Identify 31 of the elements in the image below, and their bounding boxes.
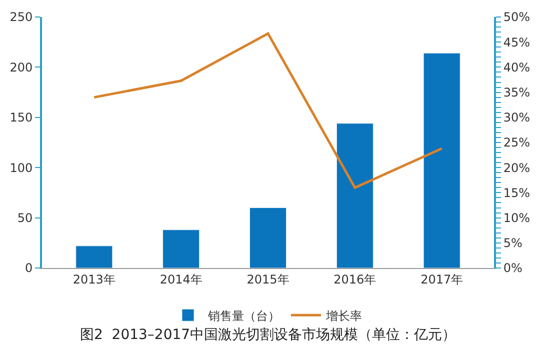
legend-label: 销售量（台） xyxy=(207,308,280,323)
line-series xyxy=(92,32,444,189)
x-tick-label: 2014年 xyxy=(160,272,202,286)
y2-tick-label: 10% xyxy=(503,211,530,225)
bar xyxy=(76,246,113,268)
y-tick-label: 100 xyxy=(10,160,33,175)
y2-tick-label: 20% xyxy=(503,160,530,175)
y2-tick-label: 30% xyxy=(503,110,530,125)
y2-tick-label: 25% xyxy=(503,136,530,150)
y2-tick-label: 15% xyxy=(503,186,530,200)
y2-tick-label: 45% xyxy=(503,35,530,50)
bar xyxy=(250,208,286,268)
y-tick-label: 50 xyxy=(17,211,33,225)
y-tick-label: 0 xyxy=(24,261,33,276)
y2-tick-label: 50% xyxy=(503,10,530,24)
y-tick-label: 150 xyxy=(10,110,33,125)
y2-tick-label: 0% xyxy=(503,261,522,276)
bar xyxy=(336,123,374,268)
bar xyxy=(162,230,200,268)
x-tick-label: 2017年 xyxy=(420,272,464,286)
y-tick-label: 250 xyxy=(10,10,33,24)
y2-tick-label: 40% xyxy=(503,60,530,74)
x-tick-label: 2013年 xyxy=(72,272,116,286)
caption: 图2 2013–2017中国激光切割设备市场规模（单位：亿元） xyxy=(80,327,456,343)
y2-tick-label: 35% xyxy=(503,86,530,100)
x-tick-label: 2016年 xyxy=(334,272,376,286)
y2-tick-label: 5% xyxy=(503,236,522,250)
legend-label: 增长率 xyxy=(325,308,362,323)
y-tick-label: 200 xyxy=(10,60,33,74)
x-tick-label: 2015年 xyxy=(246,272,290,286)
bar xyxy=(423,52,460,268)
